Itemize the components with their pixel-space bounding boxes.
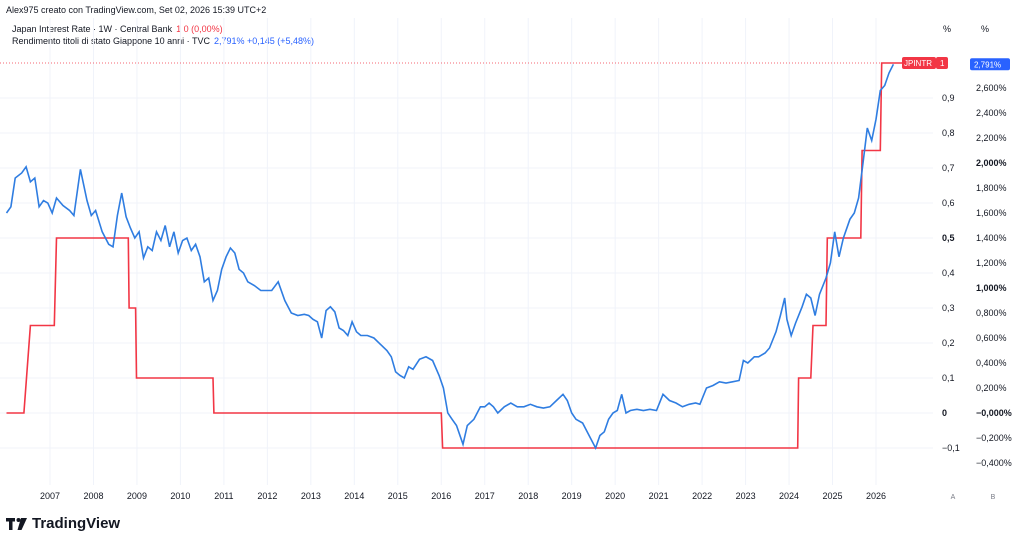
axis-button-a[interactable]: A [950, 494, 956, 501]
chart-canvas[interactable]: 2007 2008 2009 2010 2011 2012 2013 2014 2015 2016… [0, 0, 1024, 512]
left-tick-label: −0,1 [942, 443, 960, 453]
legend-yield-value: 2,791% +0,145 (+5,48%) [213, 36, 315, 46]
x-tick-label: 2011 [214, 491, 233, 501]
left-tick-label: 0,8 [942, 128, 955, 138]
right-scale-percent-toggle[interactable]: % [981, 24, 990, 34]
x-tick-label: 2021 [649, 491, 669, 501]
left-tick-label: 0,7 [942, 163, 955, 173]
left-tick-label: 0,1 [942, 373, 955, 383]
left-tick-label: 0,4 [942, 268, 955, 278]
right-tick-label: 2,600% [976, 83, 1007, 93]
left-tick-label: 0,9 [942, 93, 955, 103]
x-tick-label: 2008 [83, 491, 103, 501]
x-tick-label: 2016 [431, 491, 451, 501]
left-tick-label: 0,6 [942, 198, 955, 208]
legend-yield-label: Rendimento titoli di stato Giappone 10 a… [12, 36, 210, 46]
x-tick-label: 2023 [736, 491, 756, 501]
legend-row-rate[interactable]: Japan Interest Rate · 1W · Central Bank 1… [12, 23, 314, 35]
tradingview-logo[interactable]: TradingView [6, 515, 120, 532]
x-tick-label: 2013 [301, 491, 321, 501]
x-tick-label: 2024 [779, 491, 799, 501]
right-tick-label: 1,600% [976, 208, 1007, 218]
tradingview-logo-icon [6, 517, 27, 530]
left-price-axis[interactable]: 0,9 0,8 0,7 0,6 0,5 0,4 0,3 0,2 0,1 0 −0,1 [942, 93, 960, 453]
x-tick-label: 2026 [866, 491, 886, 501]
x-tick-label: 2019 [562, 491, 582, 501]
right-tick-label: 0,200% [976, 383, 1007, 393]
author-line: Alex975 creato con TradingView.com, Set … [6, 5, 267, 15]
right-price-axis[interactable]: 2,600% 2,400% 2,200% 2,000% 1,800% 1,600% 1,40… [976, 83, 1012, 468]
legend-rate-value: 1 0 (0,00%) [176, 24, 223, 34]
badge-rate-value-bg [936, 57, 948, 69]
x-tick-label: 2007 [40, 491, 60, 501]
x-tick-label: 2025 [823, 491, 843, 501]
x-tick-label: 2010 [170, 491, 190, 501]
right-tick-label: 2,200% [976, 133, 1007, 143]
badge-rate-label: JPINTR [904, 59, 932, 68]
left-tick-label: 0,3 [942, 303, 955, 313]
legend: Japan Interest Rate · 1W · Central Bank 1… [12, 23, 314, 47]
right-tick-label: 0,800% [976, 308, 1007, 318]
x-axis: 2007 2008 2009 2010 2011 2012 2013 2014 2015 2016… [40, 491, 886, 501]
legend-row-yield[interactable]: Rendimento titoli di stato Giappone 10 a… [12, 35, 314, 47]
left-tick-label: 0,2 [942, 338, 955, 348]
right-tick-label: −0,400% [976, 458, 1012, 468]
grid [0, 18, 933, 485]
right-tick-label: 1,400% [976, 233, 1007, 243]
series-line-rate[interactable] [6, 62, 905, 449]
x-tick-label: 2022 [692, 491, 712, 501]
right-tick-label: 2,400% [976, 108, 1007, 118]
badge-yield-bg [970, 58, 1010, 71]
right-tick-label: 1,800% [976, 183, 1007, 193]
left-tick-label: 0,5 [942, 233, 955, 243]
right-tick-label: 1,000% [976, 283, 1007, 293]
badge-rate-value: 1 [940, 59, 945, 68]
x-tick-label: 2020 [605, 491, 625, 501]
series-line-yield[interactable] [5, 63, 895, 451]
x-tick-label: 2012 [257, 491, 277, 501]
axis-button-b[interactable]: B [990, 494, 996, 501]
x-tick-label: 2014 [344, 491, 364, 501]
x-tick-label: 2009 [127, 491, 147, 501]
left-tick-label: 0 [942, 408, 947, 418]
tradingview-wordmark: TradingView [32, 515, 121, 532]
last-value-badges: JPINTR 1 2,791% [902, 57, 1010, 71]
left-scale-percent-toggle[interactable]: % [943, 24, 952, 34]
right-tick-label: −0,200% [976, 433, 1012, 443]
x-tick-label: 2018 [518, 491, 538, 501]
right-tick-label: 0,600% [976, 333, 1007, 343]
right-tick-label: 2,000% [976, 158, 1007, 168]
x-tick-label: 2015 [388, 491, 408, 501]
badge-yield-value: 2,791% [974, 60, 1001, 69]
legend-rate-label: Japan Interest Rate · 1W · Central Bank [12, 24, 173, 34]
x-tick-label: 2017 [475, 491, 495, 501]
right-tick-label: 0,400% [976, 358, 1007, 368]
right-tick-label: −0,000% [976, 408, 1012, 418]
badge-rate-bg [902, 57, 936, 69]
right-tick-label: 1,200% [976, 258, 1007, 268]
